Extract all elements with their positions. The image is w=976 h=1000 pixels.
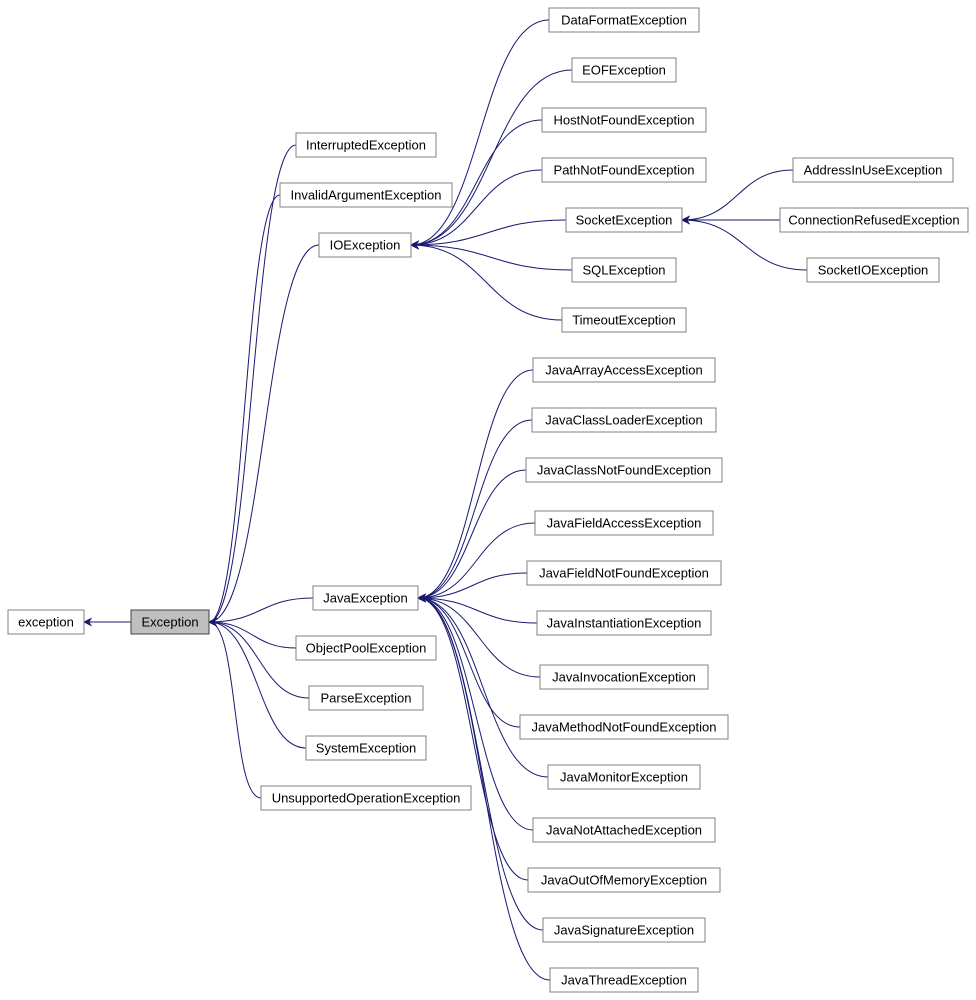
class-label: HostNotFoundException (554, 113, 695, 128)
class-node[interactable]: JavaNotAttachedException (533, 818, 715, 842)
class-label: JavaClassNotFoundException (537, 463, 711, 478)
inheritance-edge (418, 420, 532, 598)
class-label: TimeoutException (572, 313, 676, 328)
class-node[interactable]: EOFException (572, 58, 676, 82)
class-node[interactable]: InterruptedException (296, 133, 436, 157)
class-node[interactable]: JavaArrayAccessException (533, 358, 715, 382)
class-node[interactable]: JavaMethodNotFoundException (520, 715, 728, 739)
class-label: ObjectPoolException (306, 641, 427, 656)
class-label: JavaSignatureException (554, 923, 694, 938)
inheritance-edge (209, 622, 309, 698)
inheritance-edge (411, 245, 572, 270)
inheritance-edge (209, 145, 296, 622)
class-node[interactable]: JavaOutOfMemoryException (528, 868, 720, 892)
class-node[interactable]: HostNotFoundException (542, 108, 706, 132)
class-node[interactable]: ConnectionRefusedException (780, 208, 968, 232)
class-label: JavaMonitorException (560, 770, 688, 785)
inheritance-edge (209, 245, 319, 622)
class-label: JavaThreadException (561, 973, 687, 988)
class-label: AddressInUseException (804, 163, 943, 178)
inheritance-diagram: exception Exception InterruptedException In… (0, 0, 976, 1000)
class-node[interactable]: Exception (131, 610, 209, 634)
class-label: JavaException (323, 591, 408, 606)
class-node[interactable]: PathNotFoundException (542, 158, 706, 182)
class-label: JavaOutOfMemoryException (541, 873, 707, 888)
class-label: JavaClassLoaderException (545, 413, 703, 428)
class-label: InvalidArgumentException (290, 188, 441, 203)
class-label: InterruptedException (306, 138, 426, 153)
inheritance-edge (209, 195, 280, 622)
class-label: SocketException (576, 213, 673, 228)
class-label: JavaArrayAccessException (545, 363, 703, 378)
class-label: IOException (330, 238, 401, 253)
class-node[interactable]: SocketException (566, 208, 682, 232)
class-label: JavaInstantiationException (547, 616, 702, 631)
class-label: SocketIOException (818, 263, 929, 278)
inheritance-edge (418, 523, 535, 598)
class-node[interactable]: SQLException (572, 258, 676, 282)
class-label: ConnectionRefusedException (788, 213, 959, 228)
class-label: JavaMethodNotFoundException (531, 720, 716, 735)
class-node[interactable]: UnsupportedOperationException (261, 786, 471, 810)
class-label: DataFormatException (561, 13, 687, 28)
inheritance-edge (418, 470, 526, 598)
class-label: JavaFieldNotFoundException (539, 566, 709, 581)
class-node[interactable]: JavaClassNotFoundException (526, 458, 722, 482)
class-label: SQLException (582, 263, 665, 278)
class-node[interactable]: JavaThreadException (550, 968, 698, 992)
class-node[interactable]: JavaInvocationException (540, 665, 708, 689)
class-label: PathNotFoundException (554, 163, 695, 178)
inheritance-edge (209, 622, 261, 798)
inheritance-edge (418, 598, 543, 930)
class-label: exception (18, 615, 74, 630)
class-node[interactable]: JavaSignatureException (543, 918, 705, 942)
class-label: UnsupportedOperationException (272, 791, 461, 806)
class-node[interactable]: JavaException (313, 586, 418, 610)
inheritance-edge (418, 370, 533, 598)
class-label: JavaFieldAccessException (547, 516, 702, 531)
class-node[interactable]: ObjectPoolException (296, 636, 436, 660)
class-node[interactable]: SystemException (306, 736, 426, 760)
class-label: ParseException (320, 691, 411, 706)
class-node[interactable]: JavaFieldAccessException (535, 511, 713, 535)
class-label: JavaInvocationException (552, 670, 696, 685)
class-node[interactable]: exception (8, 610, 84, 634)
inheritance-edge (418, 598, 548, 777)
inheritance-edge (418, 573, 527, 598)
class-node[interactable]: JavaFieldNotFoundException (527, 561, 721, 585)
class-label: Exception (141, 615, 198, 630)
class-node[interactable]: DataFormatException (549, 8, 699, 32)
class-node[interactable]: IOException (319, 233, 411, 257)
class-label: EOFException (582, 63, 666, 78)
class-node[interactable]: SocketIOException (807, 258, 939, 282)
class-node[interactable]: JavaMonitorException (548, 765, 700, 789)
class-node[interactable]: ParseException (309, 686, 423, 710)
class-label: SystemException (316, 741, 416, 756)
class-node[interactable]: TimeoutException (562, 308, 686, 332)
class-node[interactable]: InvalidArgumentException (280, 183, 452, 207)
class-node[interactable]: AddressInUseException (793, 158, 953, 182)
class-node[interactable]: JavaInstantiationException (537, 611, 711, 635)
class-node[interactable]: JavaClassLoaderException (532, 408, 716, 432)
class-label: JavaNotAttachedException (546, 823, 702, 838)
